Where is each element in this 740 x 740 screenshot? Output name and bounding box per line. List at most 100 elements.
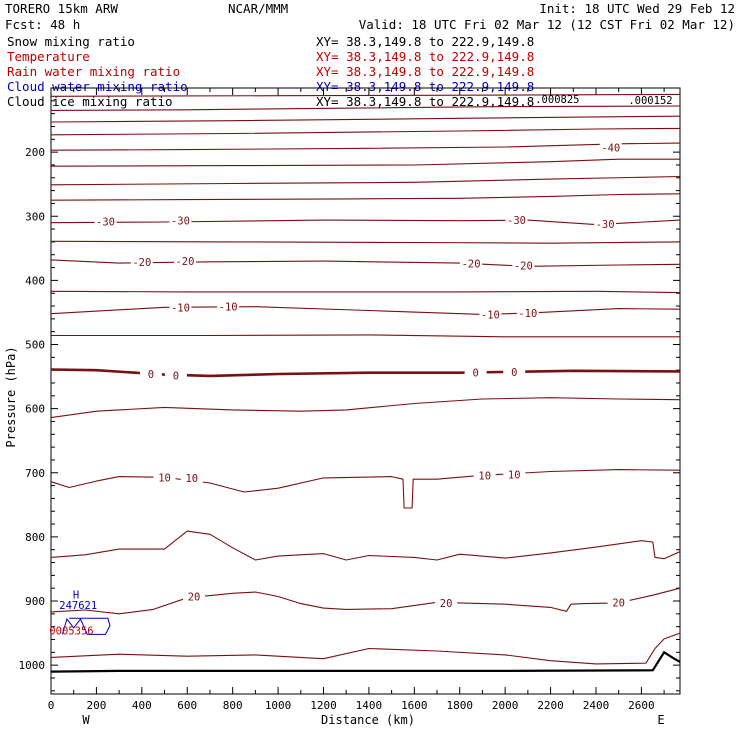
x-tick-label: 800 xyxy=(223,699,243,712)
contour-label-bg xyxy=(94,215,117,228)
valid-time: Valid: 18 UTC Fri 02 Mar 12 (12 CST Fri … xyxy=(359,17,735,32)
contour-label-bg xyxy=(180,471,203,484)
y-tick-label: 700 xyxy=(25,467,45,480)
legend-xy-snow: XY= 38.3,149.8 to 222.9,149.8 xyxy=(316,34,534,49)
temperature-contour-10 xyxy=(50,469,681,509)
legend: Snow mixing ratio XY= 38.3,149.8 to 222.… xyxy=(7,34,534,109)
contour-label-bg xyxy=(516,307,539,320)
contour-label-bg xyxy=(183,590,206,603)
temperature-contour-label: 0 xyxy=(148,369,154,381)
legend-name-snow: Snow mixing ratio xyxy=(7,34,135,49)
temperature-contour-m50 xyxy=(50,93,681,97)
contour-label-bg xyxy=(169,214,192,227)
east-end-label: E xyxy=(657,713,664,727)
x-axis-title: Distance (km) xyxy=(321,713,415,727)
temperature-contour-label: -30 xyxy=(596,219,615,231)
contour-label-bg xyxy=(512,259,535,272)
temperature-contour-label: 10 xyxy=(508,470,521,482)
plot-area: 0 200 400 600 800 1000 1200 1400 1600 1800 2000 220… xyxy=(19,87,681,712)
legend-name-cloud-ice: Cloud ice mixing ratio xyxy=(7,94,173,109)
temperature-contour-m35 xyxy=(50,175,681,186)
y-tick-label: 600 xyxy=(25,403,45,416)
west-end-label: W xyxy=(82,713,90,727)
x-tick-label: 1000 xyxy=(265,699,292,712)
contour-label-bg xyxy=(435,596,458,609)
x-tick-label: 2600 xyxy=(628,699,655,712)
init-time: Init: 18 UTC Wed 29 Feb 12 xyxy=(539,1,735,16)
legend-xy-cloud-water: XY= 38.3,149.8 to 222.9,149.8 xyxy=(316,79,534,94)
temperature-contour-25 xyxy=(50,632,681,665)
x-tick-label: 600 xyxy=(177,699,197,712)
legend-xy-cloud-ice: XY= 38.3,149.8 to 222.9,149.8 xyxy=(316,94,534,109)
y-axis-title: Pressure (hPa) xyxy=(4,346,18,447)
field-annotation: 247621 xyxy=(59,600,97,612)
temperature-contour-label: 20 xyxy=(188,592,201,604)
field-annotation: .000825 xyxy=(535,94,579,106)
temperature-contour-label: -20 xyxy=(132,257,151,269)
temperature-contour-20 xyxy=(50,587,681,615)
temperature-contour-m45 xyxy=(50,115,681,123)
temperature-contour-0 xyxy=(50,368,681,378)
x-tick-label: 2000 xyxy=(492,699,519,712)
x-tick-label: 1400 xyxy=(356,699,383,712)
contour-label-bg xyxy=(479,308,502,321)
legend-name-cloud-water: Cloud water mixing ratio xyxy=(7,79,188,94)
temperature-contour-5 xyxy=(50,397,681,419)
temperature-contour-label: 20 xyxy=(612,597,625,609)
contour-label-bg xyxy=(164,369,187,382)
temperature-contour-label: -20 xyxy=(514,261,533,273)
plot-frame xyxy=(50,87,681,695)
temperature-contour-m15 xyxy=(50,290,681,294)
temperature-contour-label: 10 xyxy=(158,472,171,484)
temperature-contour-m35 xyxy=(50,158,680,167)
y-tick-label: 300 xyxy=(25,210,45,223)
temperature-contour-m25 xyxy=(50,240,681,244)
legend-name-rain: Rain water mixing ratio xyxy=(7,64,180,79)
x-tick-label: 1600 xyxy=(401,699,428,712)
x-tick-label: 200 xyxy=(86,699,106,712)
field-annotation: 0005356 xyxy=(49,626,93,638)
temperature-contour-label: -20 xyxy=(462,259,481,271)
field-annotation: .000152 xyxy=(628,95,672,107)
temperature-contour-m30 xyxy=(50,219,681,226)
contour-label-bg xyxy=(130,255,153,268)
temperature-contour-label: 0 xyxy=(511,367,517,379)
contour-label-bg xyxy=(599,141,622,154)
contour-label-bg xyxy=(169,301,192,314)
x-tick-label: 400 xyxy=(132,699,152,712)
temperature-contour-m45 xyxy=(50,127,681,136)
contour-label-bg xyxy=(473,469,496,482)
contour-label-bg xyxy=(153,471,176,484)
temperature-contour-label: -10 xyxy=(171,302,190,314)
legend-xy-rain: XY= 38.3,149.8 to 222.9,149.8 xyxy=(316,64,534,79)
temperature-contour-m50 xyxy=(50,105,681,111)
y-tick-label: 200 xyxy=(25,146,45,159)
temperature-contour-label: 10 xyxy=(478,470,491,482)
contour-label-bg xyxy=(460,257,483,270)
temperature-contour-label: -10 xyxy=(518,308,537,320)
x-tick-label: 1200 xyxy=(310,699,337,712)
x-tick-label: 2400 xyxy=(583,699,610,712)
temperature-contour-label: -10 xyxy=(481,309,500,321)
contour-label-bg xyxy=(505,214,528,227)
y-tick-label: 800 xyxy=(25,531,45,544)
temperature-contour-m5 xyxy=(51,334,680,338)
temperature-contour-label: -30 xyxy=(507,215,526,227)
y-tick-label: 400 xyxy=(25,274,45,287)
temperature-contour-m30 xyxy=(50,193,681,201)
field-annotation: H xyxy=(73,590,79,602)
contour-label-bg xyxy=(173,255,196,268)
temperature-contour-label: 0 xyxy=(173,370,179,382)
temperature-contour-label: 20 xyxy=(440,598,453,610)
contour-label-bg xyxy=(139,368,162,381)
temperature-contour-m40 xyxy=(50,142,681,151)
temperature-contour-label: -10 xyxy=(219,302,238,314)
center-name: NCAR/MMM xyxy=(228,1,288,16)
contour-label-bg xyxy=(464,366,487,379)
temperature-contour-label: 0 xyxy=(472,368,478,380)
contour-label-bg xyxy=(503,366,526,379)
contour-label-bg xyxy=(607,596,630,609)
temperature-contour-15 xyxy=(50,530,681,561)
y-tick-label: 900 xyxy=(25,595,45,608)
